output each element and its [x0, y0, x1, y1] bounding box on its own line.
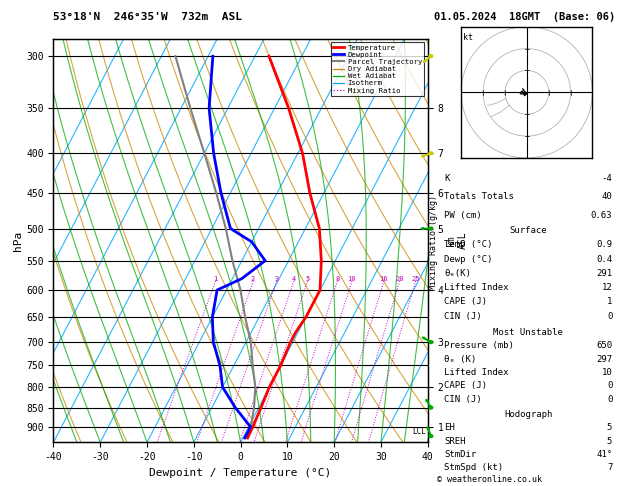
Legend: Temperature, Dewpoint, Parcel Trajectory, Dry Adiabat, Wet Adiabat, Isotherm, Mi: Temperature, Dewpoint, Parcel Trajectory… [331, 42, 424, 96]
Text: -4: -4 [601, 174, 612, 183]
Y-axis label: hPa: hPa [13, 230, 23, 251]
Text: 0: 0 [607, 395, 612, 404]
Text: CAPE (J): CAPE (J) [445, 297, 487, 306]
Text: 650: 650 [596, 341, 612, 350]
Text: 0.4: 0.4 [596, 255, 612, 263]
Text: 20: 20 [395, 276, 404, 281]
Text: 3: 3 [274, 276, 279, 281]
Text: kt: kt [464, 33, 474, 42]
Text: 5: 5 [305, 276, 309, 281]
X-axis label: Dewpoint / Temperature (°C): Dewpoint / Temperature (°C) [150, 468, 331, 478]
Text: 1: 1 [213, 276, 218, 281]
Text: 25: 25 [411, 276, 420, 281]
Text: 01.05.2024  18GMT  (Base: 06): 01.05.2024 18GMT (Base: 06) [434, 12, 615, 22]
Text: 0.9: 0.9 [596, 241, 612, 249]
Text: θₑ (K): θₑ (K) [445, 354, 477, 364]
Text: 2: 2 [251, 276, 255, 281]
Text: Temp (°C): Temp (°C) [445, 241, 493, 249]
Text: © weatheronline.co.uk: © weatheronline.co.uk [437, 474, 542, 484]
Text: 7: 7 [607, 463, 612, 472]
Text: CIN (J): CIN (J) [445, 312, 482, 321]
Text: 291: 291 [596, 269, 612, 278]
Text: 40: 40 [601, 192, 612, 201]
Text: K: K [445, 174, 450, 183]
Text: 0: 0 [607, 312, 612, 321]
Text: StmDir: StmDir [445, 450, 477, 459]
Text: Most Unstable: Most Unstable [493, 328, 564, 337]
Text: Dewp (°C): Dewp (°C) [445, 255, 493, 263]
Text: 297: 297 [596, 354, 612, 364]
Text: 16: 16 [380, 276, 388, 281]
Text: 10: 10 [348, 276, 356, 281]
Text: EH: EH [445, 423, 455, 433]
Text: 5: 5 [607, 436, 612, 446]
Y-axis label: km
ASL: km ASL [446, 232, 468, 249]
Text: Lifted Index: Lifted Index [445, 368, 509, 377]
Text: 10: 10 [601, 368, 612, 377]
Text: 12: 12 [601, 283, 612, 292]
Text: Totals Totals: Totals Totals [445, 192, 515, 201]
Text: LCL: LCL [413, 427, 426, 436]
Text: θₑ(K): θₑ(K) [445, 269, 471, 278]
Text: Pressure (mb): Pressure (mb) [445, 341, 515, 350]
Text: 53°18'N  246°35'W  732m  ASL: 53°18'N 246°35'W 732m ASL [53, 12, 242, 22]
Text: Lifted Index: Lifted Index [445, 283, 509, 292]
Text: CAPE (J): CAPE (J) [445, 381, 487, 390]
Text: StmSpd (kt): StmSpd (kt) [445, 463, 504, 472]
Text: 4: 4 [291, 276, 296, 281]
Text: 1: 1 [607, 297, 612, 306]
Text: SREH: SREH [445, 436, 466, 446]
Text: 8: 8 [335, 276, 339, 281]
Text: PW (cm): PW (cm) [445, 211, 482, 220]
Text: 0: 0 [607, 381, 612, 390]
Text: 0.63: 0.63 [591, 211, 612, 220]
Text: Mixing Ratio (g/kg): Mixing Ratio (g/kg) [429, 195, 438, 291]
Text: Surface: Surface [509, 226, 547, 235]
Text: Hodograph: Hodograph [504, 410, 552, 419]
Text: CIN (J): CIN (J) [445, 395, 482, 404]
Text: 41°: 41° [596, 450, 612, 459]
Text: 5: 5 [607, 423, 612, 433]
